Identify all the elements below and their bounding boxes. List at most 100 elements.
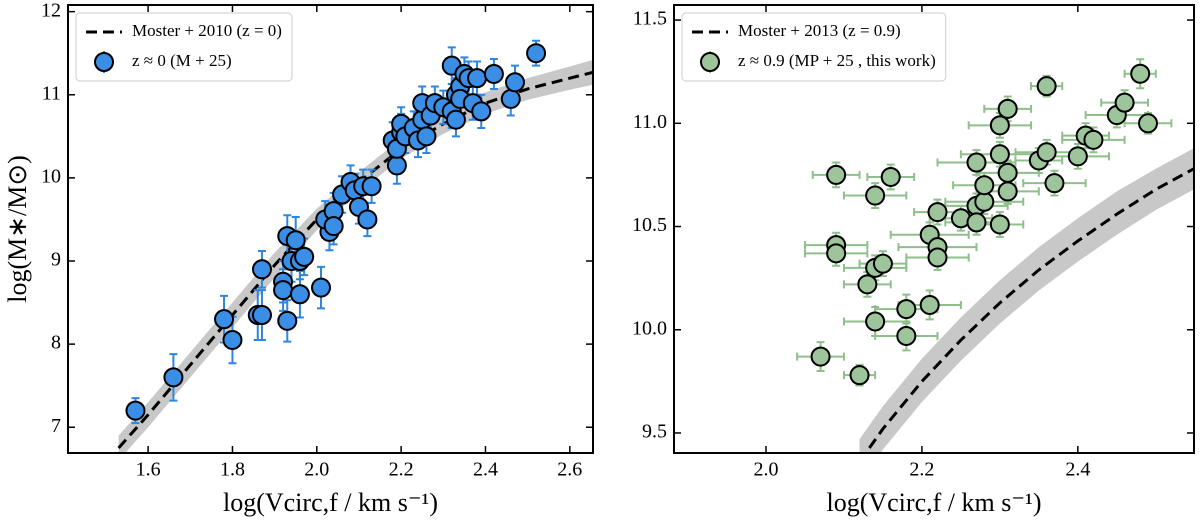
data-point (896, 299, 917, 320)
axes-frame (673, 4, 1195, 454)
data-point (826, 164, 847, 185)
x-axis-label: log(Vcirc,f / km s⁻¹) (826, 488, 1041, 517)
data-point (416, 126, 437, 147)
y-tick-label: 7 (51, 415, 61, 437)
data-point (880, 166, 901, 187)
data-point (896, 325, 917, 346)
y-tick-label: 9.5 (642, 421, 667, 443)
x-axis-label: log(Vcirc,f / km s⁻¹) (223, 488, 438, 517)
data-point (989, 115, 1010, 136)
data-point (865, 311, 886, 332)
y-tick-label: 10 (41, 165, 61, 187)
legend-label: Moster + 2013 (z = 0.9) (738, 21, 901, 40)
data-point (1044, 173, 1065, 194)
y-tick-label: 11.5 (633, 8, 667, 30)
data-point (500, 88, 521, 109)
data-point (857, 274, 878, 295)
y-tick-label: 11.0 (633, 111, 667, 133)
axes-frame (67, 4, 594, 454)
panel: 2.0 2.2 2.4 9.5 10.0 10.5 11.0 11.5 log(Vcirc,f … (632, 4, 1195, 517)
data-point (386, 155, 407, 176)
data-point (323, 216, 344, 237)
y-tick-label: 10.5 (632, 214, 667, 236)
x-tick-label: 2.0 (753, 459, 778, 481)
panel: 1.6 1.8 2.0 2.2 2.4 2.6 7 8 9 10 11 12 log(Vcirc,f /… (3, 0, 594, 517)
plot-area (117, 39, 593, 453)
y-tick-label: 10.0 (632, 317, 667, 339)
y-tick-label: 8 (51, 332, 61, 354)
data-point (483, 63, 504, 84)
data-point (251, 259, 272, 280)
legend-marker (94, 52, 114, 72)
data-point (927, 247, 948, 268)
data-point (273, 280, 294, 301)
data-point (125, 400, 146, 421)
data-point (361, 176, 382, 197)
data-point (989, 144, 1010, 165)
data-point (997, 162, 1018, 183)
x-tick-label: 2.4 (473, 459, 498, 481)
data-point (974, 175, 995, 196)
legend-label: z ≈ 0 (M + 25) (132, 51, 232, 70)
data-point (163, 367, 184, 388)
model-line (117, 70, 593, 450)
data-point (1036, 76, 1057, 97)
data-point (865, 185, 886, 206)
data-point (849, 365, 870, 386)
data-point (277, 310, 298, 331)
model-band (118, 59, 593, 453)
y-tick-label: 12 (41, 0, 61, 21)
data-point (289, 284, 310, 305)
plot-area (796, 58, 1194, 453)
legend-label: Moster + 2010 (z = 0) (132, 21, 282, 40)
data-point (989, 214, 1010, 235)
data-point (1138, 113, 1159, 134)
y-tick-label: 11 (42, 82, 61, 104)
y-tick-label: 9 (51, 249, 61, 271)
data-point (214, 309, 235, 330)
y-axis-label: log(M∗/M⊙) (3, 155, 32, 303)
data-point (826, 243, 847, 264)
data-point (471, 101, 492, 122)
data-point (467, 68, 488, 89)
legend: Moster + 2013 (z = 0.9) z ≈ 0.9 (MP + 25 … (681, 12, 947, 82)
model-line (863, 167, 1194, 453)
x-tick-label: 1.6 (136, 459, 161, 481)
data-point (1114, 92, 1135, 113)
x-tick-label: 2.2 (389, 459, 414, 481)
data-point (357, 209, 378, 230)
data-point (504, 72, 525, 93)
legend-frame (681, 12, 947, 82)
data-point (285, 230, 306, 251)
model-band (859, 148, 1194, 453)
data-point (311, 277, 332, 298)
data-point (526, 43, 547, 64)
data-point (1067, 146, 1088, 167)
x-tick-label: 2.6 (557, 459, 582, 481)
data-point (294, 246, 315, 267)
data-point (966, 212, 987, 233)
data-point (810, 346, 831, 367)
x-tick-label: 2.2 (909, 459, 934, 481)
data-point (1130, 63, 1151, 84)
x-tick-label: 2.0 (304, 459, 329, 481)
data-point (974, 191, 995, 212)
data-point (1083, 129, 1104, 150)
x-tick-label: 2.4 (1065, 459, 1090, 481)
data-point (919, 294, 940, 315)
data-point (966, 152, 987, 173)
x-tick-label: 1.8 (220, 459, 245, 481)
data-point (927, 202, 948, 223)
legend-frame (75, 12, 293, 82)
data-point (222, 329, 243, 350)
data-point (997, 181, 1018, 202)
legend-marker (700, 52, 720, 72)
data-point (997, 98, 1018, 119)
data-point (1036, 142, 1057, 163)
legend: Moster + 2010 (z = 0) z ≈ 0 (M + 25) (75, 12, 293, 82)
data-point (251, 305, 272, 326)
legend-label: z ≈ 0.9 (MP + 25 , this work) (738, 51, 936, 70)
data-point (872, 253, 893, 274)
data-point (445, 109, 466, 130)
